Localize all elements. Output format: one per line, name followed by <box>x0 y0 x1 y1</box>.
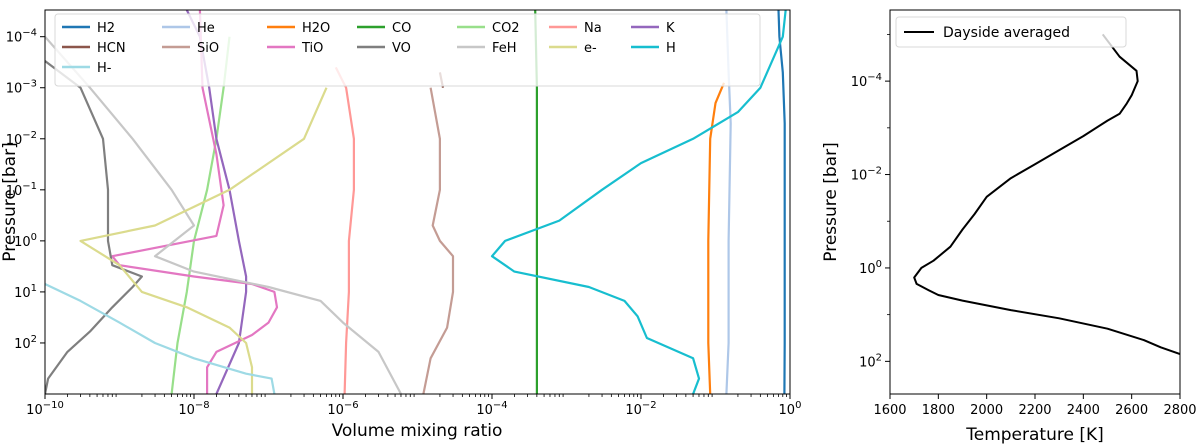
x-tick-label: 2400 <box>1067 403 1100 418</box>
x-tick-label: 1800 <box>922 403 955 418</box>
legend-label-he: He <box>197 21 215 36</box>
x-tick-label: 10−6 <box>327 400 358 418</box>
legend-label-na: Na <box>584 21 602 36</box>
x-tick-label: 2000 <box>970 403 1003 418</box>
legend-label-tio: TiO <box>301 41 323 56</box>
temperature-x-axis-label: Temperature [K] <box>965 425 1104 445</box>
mixing-plot-frame <box>44 9 791 395</box>
x-tick-label: 2600 <box>1115 403 1148 418</box>
series-line-h <box>490 10 787 394</box>
y-tick-label: 10−4 <box>851 72 882 90</box>
temperature-legend: Dayside averaged <box>895 16 1127 48</box>
series-line-h2o <box>707 82 726 394</box>
y-tick-label: 102 <box>14 334 37 352</box>
series-line-e- <box>79 87 328 394</box>
mixing-legend-box <box>54 13 761 87</box>
series-line-sio <box>422 87 455 394</box>
y-tick-label: 10−3 <box>6 79 37 97</box>
temperature-y-ticks: 10−4 10−2 100 102 <box>851 34 890 370</box>
y-tick-label: 10−2 <box>851 166 882 184</box>
temperature-x-ticks: 1600 1800 2000 2200 2400 2600 2800 <box>873 394 1197 418</box>
legend-label-h: H <box>666 41 676 56</box>
mixing-series-lines <box>45 10 787 394</box>
legend-label-e-: e- <box>584 41 597 56</box>
series-line-h- <box>45 283 276 394</box>
x-tick-label: 100 <box>779 400 802 418</box>
mixing-y-axis-label: Pressure [bar] <box>0 142 20 261</box>
mixing-legend: H2 He H2O CO CO2 Na K HCN SiO TiO VO FeH e- H H- <box>54 13 761 87</box>
legend-label-vo: VO <box>392 41 411 56</box>
series-line-feh <box>45 35 402 394</box>
series-line-na <box>334 66 355 394</box>
y-tick-label: 101 <box>14 283 37 301</box>
legend-label-feh: FeH <box>492 41 517 56</box>
y-tick-label: 10−2 <box>6 130 37 148</box>
legend-label-k: K <box>666 21 675 36</box>
x-tick-label: 2800 <box>1163 403 1196 418</box>
x-tick-label: 2200 <box>1018 403 1051 418</box>
legend-label-co: CO <box>392 21 411 36</box>
legend-label-hcn: HCN <box>97 41 126 56</box>
temperature-profile-chart: 1600 1800 2000 2200 2400 2600 2800 10−4 10−2 100… <box>821 9 1197 445</box>
y-tick-label: 102 <box>859 352 882 370</box>
series-line-dayside-averaged <box>913 33 1180 356</box>
legend-label-dayside: Dayside averaged <box>943 25 1070 41</box>
legend-label-h2: H2 <box>97 21 115 36</box>
series-line-vo <box>45 60 143 394</box>
mixing-x-axis-label: Volume mixing ratio <box>332 421 503 441</box>
x-tick-label: 1600 <box>873 403 906 418</box>
legend-label-h2o: H2O <box>302 21 330 36</box>
y-tick-label: 10−4 <box>6 28 37 46</box>
series-line-co2 <box>170 36 231 394</box>
temperature-series-lines <box>913 33 1180 356</box>
series-line-h2 <box>777 10 786 394</box>
series-line-tio <box>111 10 279 394</box>
y-tick-label: 100 <box>14 232 37 250</box>
y-tick-label: 10−1 <box>6 181 37 199</box>
temperature-plot-background <box>890 10 1180 394</box>
legend-label-co2: CO2 <box>492 21 520 36</box>
x-tick-label: 10−10 <box>26 400 64 418</box>
x-tick-label: 10−4 <box>476 400 507 418</box>
temperature-legend-box <box>895 16 1127 48</box>
mixing-x-ticks: 10−10 10−8 10−6 10−4 10−2 100 <box>26 394 801 418</box>
y-tick-label: 100 <box>859 259 882 277</box>
legend-label-h-: H- <box>97 61 112 76</box>
legend-label-sio: SiO <box>197 41 219 56</box>
temperature-y-axis-label: Pressure [bar] <box>821 142 841 261</box>
x-tick-label: 10−2 <box>625 400 656 418</box>
x-tick-label: 10−8 <box>178 400 209 418</box>
